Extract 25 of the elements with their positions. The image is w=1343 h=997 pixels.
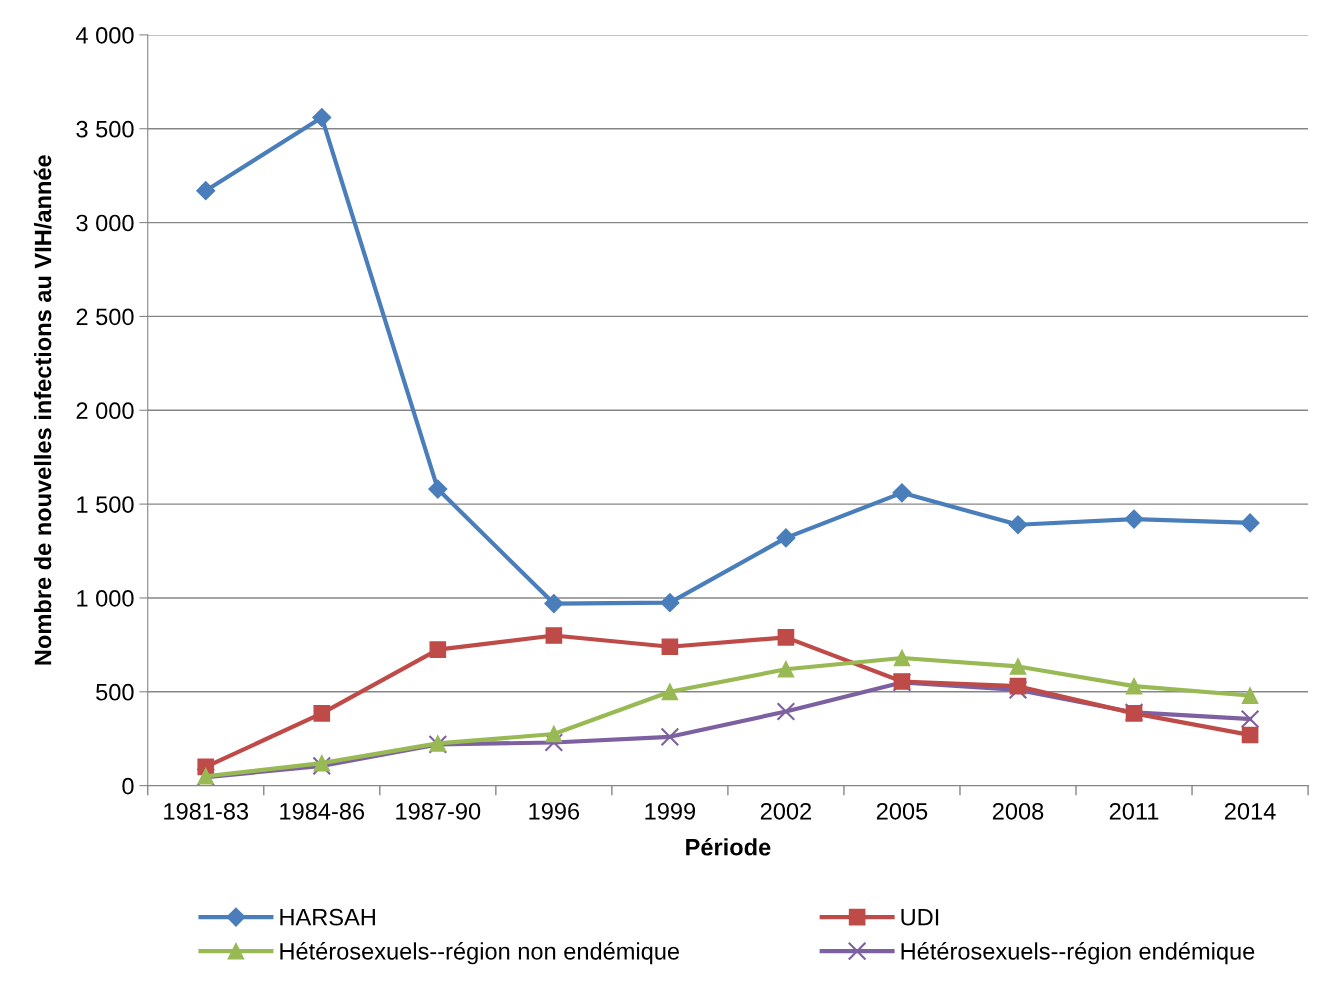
x-tick-label: 1996 <box>529 802 580 820</box>
y-tick-label: 1 500 <box>77 496 134 513</box>
y-tick-label: 1 000 <box>77 590 134 607</box>
y-tick-label: 2 000 <box>76 402 134 420</box>
x-tick-label: 2014 <box>1224 802 1276 820</box>
x-tick-label: 1984-86 <box>280 802 365 820</box>
legend-label: HARSAH <box>280 908 375 926</box>
legend-label: Hétérosexuels--région endémique <box>901 942 1255 965</box>
x-tick-label: 2011 <box>1109 802 1159 820</box>
x-tick-label: 2005 <box>876 802 928 820</box>
x-tick-label: 1981-83 <box>164 802 249 820</box>
legend-label: UDI <box>901 909 939 926</box>
y-tick-label: 4 000 <box>76 26 134 44</box>
y-axis-title: Nombre de nouvelles infections au VIH/année <box>33 155 52 665</box>
x-tick-label: 2002 <box>760 802 811 820</box>
x-tick-label: 2008 <box>992 802 1044 820</box>
legend-label: Hétérosexuels--région non endémique <box>280 942 680 965</box>
x-axis-title: Période <box>686 837 771 856</box>
y-tick-label: 3 500 <box>76 120 134 138</box>
y-tick-label: 2 500 <box>76 308 134 326</box>
x-tick-label: 1999 <box>645 802 696 820</box>
y-tick-label: 500 <box>96 683 134 701</box>
y-tick-label: 0 <box>122 777 134 795</box>
x-tick-label: 1987-90 <box>396 802 481 820</box>
y-tick-label: 3 000 <box>76 214 134 232</box>
